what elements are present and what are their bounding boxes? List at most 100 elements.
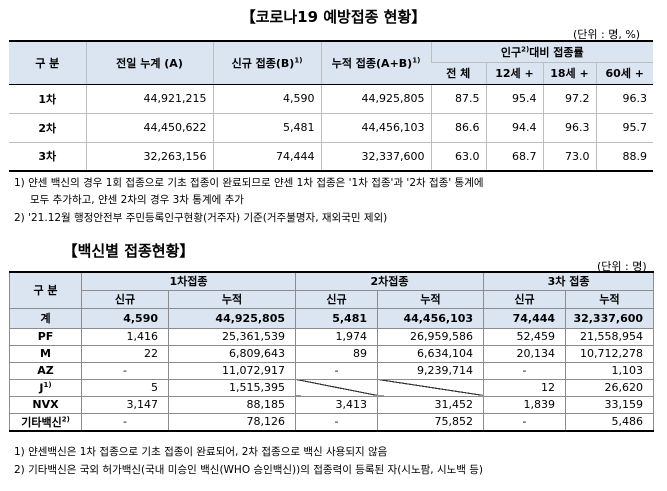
cell-c1: 25,361,539	[167, 327, 297, 346]
cell-all: 86.6	[430, 112, 486, 142]
cell-n3: 12	[483, 378, 567, 397]
cell-a12: 95.4	[485, 83, 543, 113]
cell-a60: 88.9	[595, 141, 654, 172]
header-gubun: 구 분	[9, 271, 82, 309]
cell-c3: 21,558,954	[565, 327, 655, 346]
cell-a18: 73.0	[542, 141, 596, 172]
row-label: 3차	[9, 141, 86, 172]
cell-cum: 44,456,103	[320, 112, 431, 142]
table-row: 2차 44,450,622 5,481 44,456,103 86.6 94.4 96.3 9…	[9, 112, 654, 142]
cell-not-applicable	[377, 378, 485, 397]
cell-prev: 44,450,622	[85, 112, 213, 142]
cell-cum: 32,337,600	[320, 141, 431, 172]
table2-note-2: 2) 기타백신은 국외 허가백신(국내 미승인 백신(WHO 승인백신))의 접…	[14, 464, 484, 476]
cell-n2: 5,481	[295, 307, 379, 329]
header-12plus: 12세 +	[485, 61, 543, 85]
vaccination-status-table: 구 분 전일 누계 (A) 신규 접종(B)1) 누적 접종(A+B)1) 인구…	[9, 40, 654, 172]
cell-n3: -	[483, 412, 567, 432]
row-label: 2차	[9, 112, 86, 142]
cell-new: 74,444	[212, 141, 321, 172]
header-dose2: 2차접종	[295, 271, 485, 291]
header-cumulative: 누적 접종(A+B)1)	[320, 40, 431, 85]
cell-c1: 44,925,805	[167, 307, 297, 329]
table1-note-2: 2) '21.12월 행정안전부 주민등록인구현황(거주자) 기준(거주불명자,…	[14, 212, 388, 224]
table2-note-1: 1) 얀센백신은 1차 접종으로 기초 접종이 완료되어, 2차 접종으로 백신…	[14, 446, 388, 458]
cell-c3: 26,620	[565, 378, 655, 397]
header-cumulative: 누적	[167, 289, 297, 309]
row-label: NVX	[9, 395, 82, 414]
cell-cum: 44,925,805	[320, 83, 431, 113]
cell-n3: 74,444	[483, 307, 567, 329]
header-new: 신규	[483, 289, 567, 309]
row-label: 계	[9, 307, 82, 329]
cell-a18: 96.3	[542, 112, 596, 142]
table1-title: 【코로나19 예방접종 현황】	[240, 8, 427, 26]
cell-c3: 10,712,278	[565, 344, 655, 363]
cell-a60: 96.3	[595, 83, 654, 113]
cell-n2: -	[295, 412, 379, 432]
cell-prev: 32,263,156	[85, 141, 213, 172]
cell-c3: 32,337,600	[565, 307, 655, 329]
cell-n1: 22	[81, 344, 169, 363]
cell-c1: 6,809,643	[167, 344, 297, 363]
table-row: NVX 3,147 88,185 3,413 31,452 1,839 33,159	[9, 395, 655, 414]
cell-c2: 44,456,103	[377, 307, 485, 329]
cell-n2: -	[295, 361, 379, 380]
row-label: 1차	[9, 83, 86, 113]
cell-new: 4,590	[212, 83, 321, 113]
header-prev-total: 전일 누계 (A)	[85, 40, 213, 85]
table-row: M 22 6,809,643 89 6,634,104 20,134 10,712,278	[9, 344, 655, 363]
cell-c1: 78,126	[167, 412, 297, 432]
table-row: 3차 32,263,156 74,444 32,337,600 63.0 68.7 73.0…	[9, 141, 654, 172]
cell-prev: 44,921,215	[85, 83, 213, 113]
cell-n2: 1,974	[295, 327, 379, 346]
header-cumulative: 누적	[565, 289, 655, 309]
header-cumulative: 누적	[377, 289, 485, 309]
cell-n2: 3,413	[295, 395, 379, 414]
cell-n1: 1,416	[81, 327, 169, 346]
header-18plus: 18세 +	[542, 61, 596, 85]
table2-title: 【백신별 접종현황】	[62, 242, 195, 260]
table1-note-1: 1) 얀센 백신의 경우 1회 접종으로 기초 접종이 완료되므로 얀센 1차 …	[14, 177, 484, 189]
cell-a18: 97.2	[542, 83, 596, 113]
cell-a12: 94.4	[485, 112, 543, 142]
row-label: 기타백신2)	[9, 412, 82, 432]
cell-not-applicable	[295, 378, 379, 397]
row-label: AZ	[9, 361, 82, 380]
cell-c2: 6,634,104	[377, 344, 485, 363]
row-label: PF	[9, 327, 82, 346]
cell-n1: 5	[81, 378, 169, 397]
cell-c3: 5,486	[565, 412, 655, 432]
cell-new: 5,481	[212, 112, 321, 142]
header-new: 신규	[295, 289, 379, 309]
table-row: J1) 5 1,515,395 12 26,620	[9, 378, 655, 397]
header-population-rate: 인구2)대비 접종률	[430, 40, 654, 62]
table-row: AZ -11,072,917-9,239,714-1,103	[9, 361, 655, 380]
cell-n2: 89	[295, 344, 379, 363]
header-60plus: 60세 +	[595, 61, 654, 85]
cell-c2: 75,852	[377, 412, 485, 432]
cell-c1: 1,515,395	[167, 378, 297, 397]
cell-c1: 11,072,917	[167, 361, 297, 380]
cell-a60: 95.7	[595, 112, 654, 142]
table1-note-1-cont: 모두 추가하고, 얀센 2차의 경우 3차 통계에 추가	[30, 194, 244, 206]
cell-c3: 1,103	[565, 361, 655, 380]
cell-n1: 3,147	[81, 395, 169, 414]
cell-n1: 4,590	[81, 307, 169, 329]
cell-c3: 33,159	[565, 395, 655, 414]
cell-c2: 9,239,714	[377, 361, 485, 380]
table-row: PF 1,416 25,361,539 1,974 26,959,586 52,459 21…	[9, 327, 655, 346]
header-dose3: 3차 접종	[483, 271, 655, 291]
cell-n3: 1,839	[483, 395, 567, 414]
table1-unit: (단위 : 명, %)	[573, 28, 641, 41]
header-new: 신규 접종(B)1)	[212, 40, 321, 85]
header-dose1: 1차접종	[80, 271, 297, 291]
cell-a12: 68.7	[485, 141, 543, 172]
table2-unit: (단위 : 명)	[597, 260, 647, 273]
cell-n1: -	[81, 412, 169, 432]
table-row: 1차 44,921,215 4,590 44,925,805 87.5 95.4 97.2 9…	[9, 83, 654, 113]
cell-c2: 31,452	[377, 395, 485, 414]
cell-n3: 52,459	[483, 327, 567, 346]
cell-n1: -	[81, 361, 169, 380]
header-all: 전 체	[431, 61, 486, 85]
